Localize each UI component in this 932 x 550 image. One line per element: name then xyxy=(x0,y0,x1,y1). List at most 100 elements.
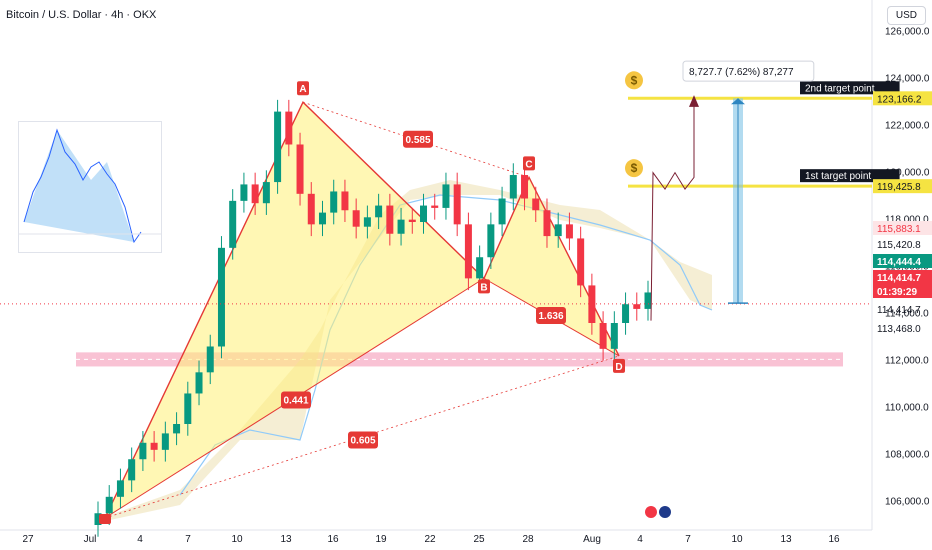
currency-selector[interactable]: USD xyxy=(886,6,926,25)
price-tag-bg xyxy=(873,284,932,298)
price-tag-bg xyxy=(873,270,932,284)
ratio-label: 1.636 xyxy=(538,311,563,322)
ratio-label: 0.441 xyxy=(283,396,308,407)
y-tick-label: 112,000.0 xyxy=(885,356,929,367)
x-tick-label: 13 xyxy=(780,534,792,545)
y-tick-label: 106,000.0 xyxy=(885,497,930,508)
candle-body xyxy=(476,257,484,279)
money-bag-symbol: $ xyxy=(631,73,638,87)
x-tick-label: 13 xyxy=(280,534,292,545)
price-tag: 115,883.1 xyxy=(877,224,921,235)
x-tick-label: 10 xyxy=(731,534,743,545)
y-tick-label: 124,000.0 xyxy=(885,74,930,85)
x-tick-label: 27 xyxy=(22,534,34,545)
candle-body xyxy=(498,198,506,225)
candle-body xyxy=(622,304,630,323)
pattern-point-text: D xyxy=(615,362,622,373)
pattern-point-text: C xyxy=(525,159,532,170)
candle-body xyxy=(150,442,158,450)
lagging-span-line xyxy=(179,194,713,496)
measure-label: 8,727.7 (7.62%) 87,277 xyxy=(689,67,794,78)
candle-body xyxy=(375,205,383,218)
candle-body xyxy=(217,247,225,347)
candle-body xyxy=(532,198,540,211)
candle-body xyxy=(341,191,349,211)
candle-body xyxy=(363,217,371,227)
candle-body xyxy=(274,111,282,183)
candle-body xyxy=(633,304,641,309)
measure-arrow xyxy=(731,98,745,105)
event-flag-icon xyxy=(659,506,671,518)
money-bag-icon xyxy=(625,71,643,90)
pattern-point-label xyxy=(523,156,535,171)
candle-body xyxy=(352,210,360,227)
price-tag: 114,414.7 xyxy=(877,273,921,284)
x-tick-label: 22 xyxy=(424,534,436,545)
x-tick-label: 19 xyxy=(375,534,387,545)
ratio-label-bg xyxy=(281,391,311,409)
y-tick-label: 122,000.0 xyxy=(885,121,930,132)
x-tick-label: Jul xyxy=(84,534,97,545)
event-flash-icon xyxy=(645,506,657,518)
price-tag: 01:39:29 xyxy=(877,287,917,298)
candle-body xyxy=(229,200,237,248)
candle-body xyxy=(116,480,124,497)
x-tick-label: 4 xyxy=(137,534,143,545)
candle-body xyxy=(386,205,394,234)
ratio-label: 0.605 xyxy=(350,435,375,446)
x-tick-label: 7 xyxy=(185,534,191,545)
candle-body xyxy=(330,191,338,213)
x-tick-label: 16 xyxy=(828,534,840,545)
candle-body xyxy=(543,210,551,237)
candle-body xyxy=(206,346,214,373)
candle-body xyxy=(251,184,259,204)
y-tick-label: 118,000.0 xyxy=(885,215,929,226)
candle-body xyxy=(161,433,169,450)
candle-body xyxy=(173,424,181,434)
price-tag-bg xyxy=(873,254,932,268)
target-label: 1st target point xyxy=(805,171,871,182)
pattern-point-x xyxy=(99,513,111,524)
measure-label-box xyxy=(682,60,815,82)
candle-body xyxy=(610,323,618,349)
candle-body xyxy=(487,224,495,258)
ratio-label: 0.585 xyxy=(405,135,430,146)
ratio-label-bg xyxy=(403,130,433,148)
target-price-value: 123,166.2 xyxy=(877,94,922,105)
y-tick-label: 120,000.0 xyxy=(885,168,930,179)
x-tick-label: Aug xyxy=(583,534,601,545)
candle-body xyxy=(262,182,270,204)
x-tick-label: 25 xyxy=(473,534,485,545)
candle-body xyxy=(565,224,573,239)
price-tag: 114,444.4 xyxy=(877,257,921,268)
candle-body xyxy=(644,292,652,309)
y-tick-label: 114,000.0 xyxy=(885,309,929,320)
y-tick-label: 126,000.0 xyxy=(885,27,930,38)
price-tag-bg xyxy=(873,221,932,235)
x-tick-label: 28 xyxy=(522,534,534,545)
candle-body xyxy=(94,513,102,525)
target-price-tag xyxy=(873,179,932,194)
pattern-point-text: B xyxy=(480,282,487,293)
ratio-label-bg xyxy=(536,306,566,324)
candle-body xyxy=(318,212,326,225)
target-price-tag xyxy=(873,91,932,106)
x-tick-label: 16 xyxy=(327,534,339,545)
candle-body xyxy=(408,219,416,222)
candle-body xyxy=(588,285,596,323)
kumo-cloud xyxy=(110,180,712,520)
target-price-value: 119,425.8 xyxy=(877,182,921,193)
x-tick-label: 7 xyxy=(685,534,691,545)
x-tick-label: 10 xyxy=(231,534,243,545)
candle-body xyxy=(599,323,607,349)
chart-title: Bitcoin / U.S. Dollar · 4h · OKX xyxy=(6,9,157,21)
target-label: 2nd target point xyxy=(805,83,875,94)
projection-arrow xyxy=(689,95,699,107)
pattern-point-label xyxy=(613,358,625,373)
price-tag: 114,414.7 xyxy=(877,305,921,316)
pattern-point-text: A xyxy=(299,84,306,95)
candle-body xyxy=(139,442,147,460)
target-label-bg xyxy=(800,81,900,95)
